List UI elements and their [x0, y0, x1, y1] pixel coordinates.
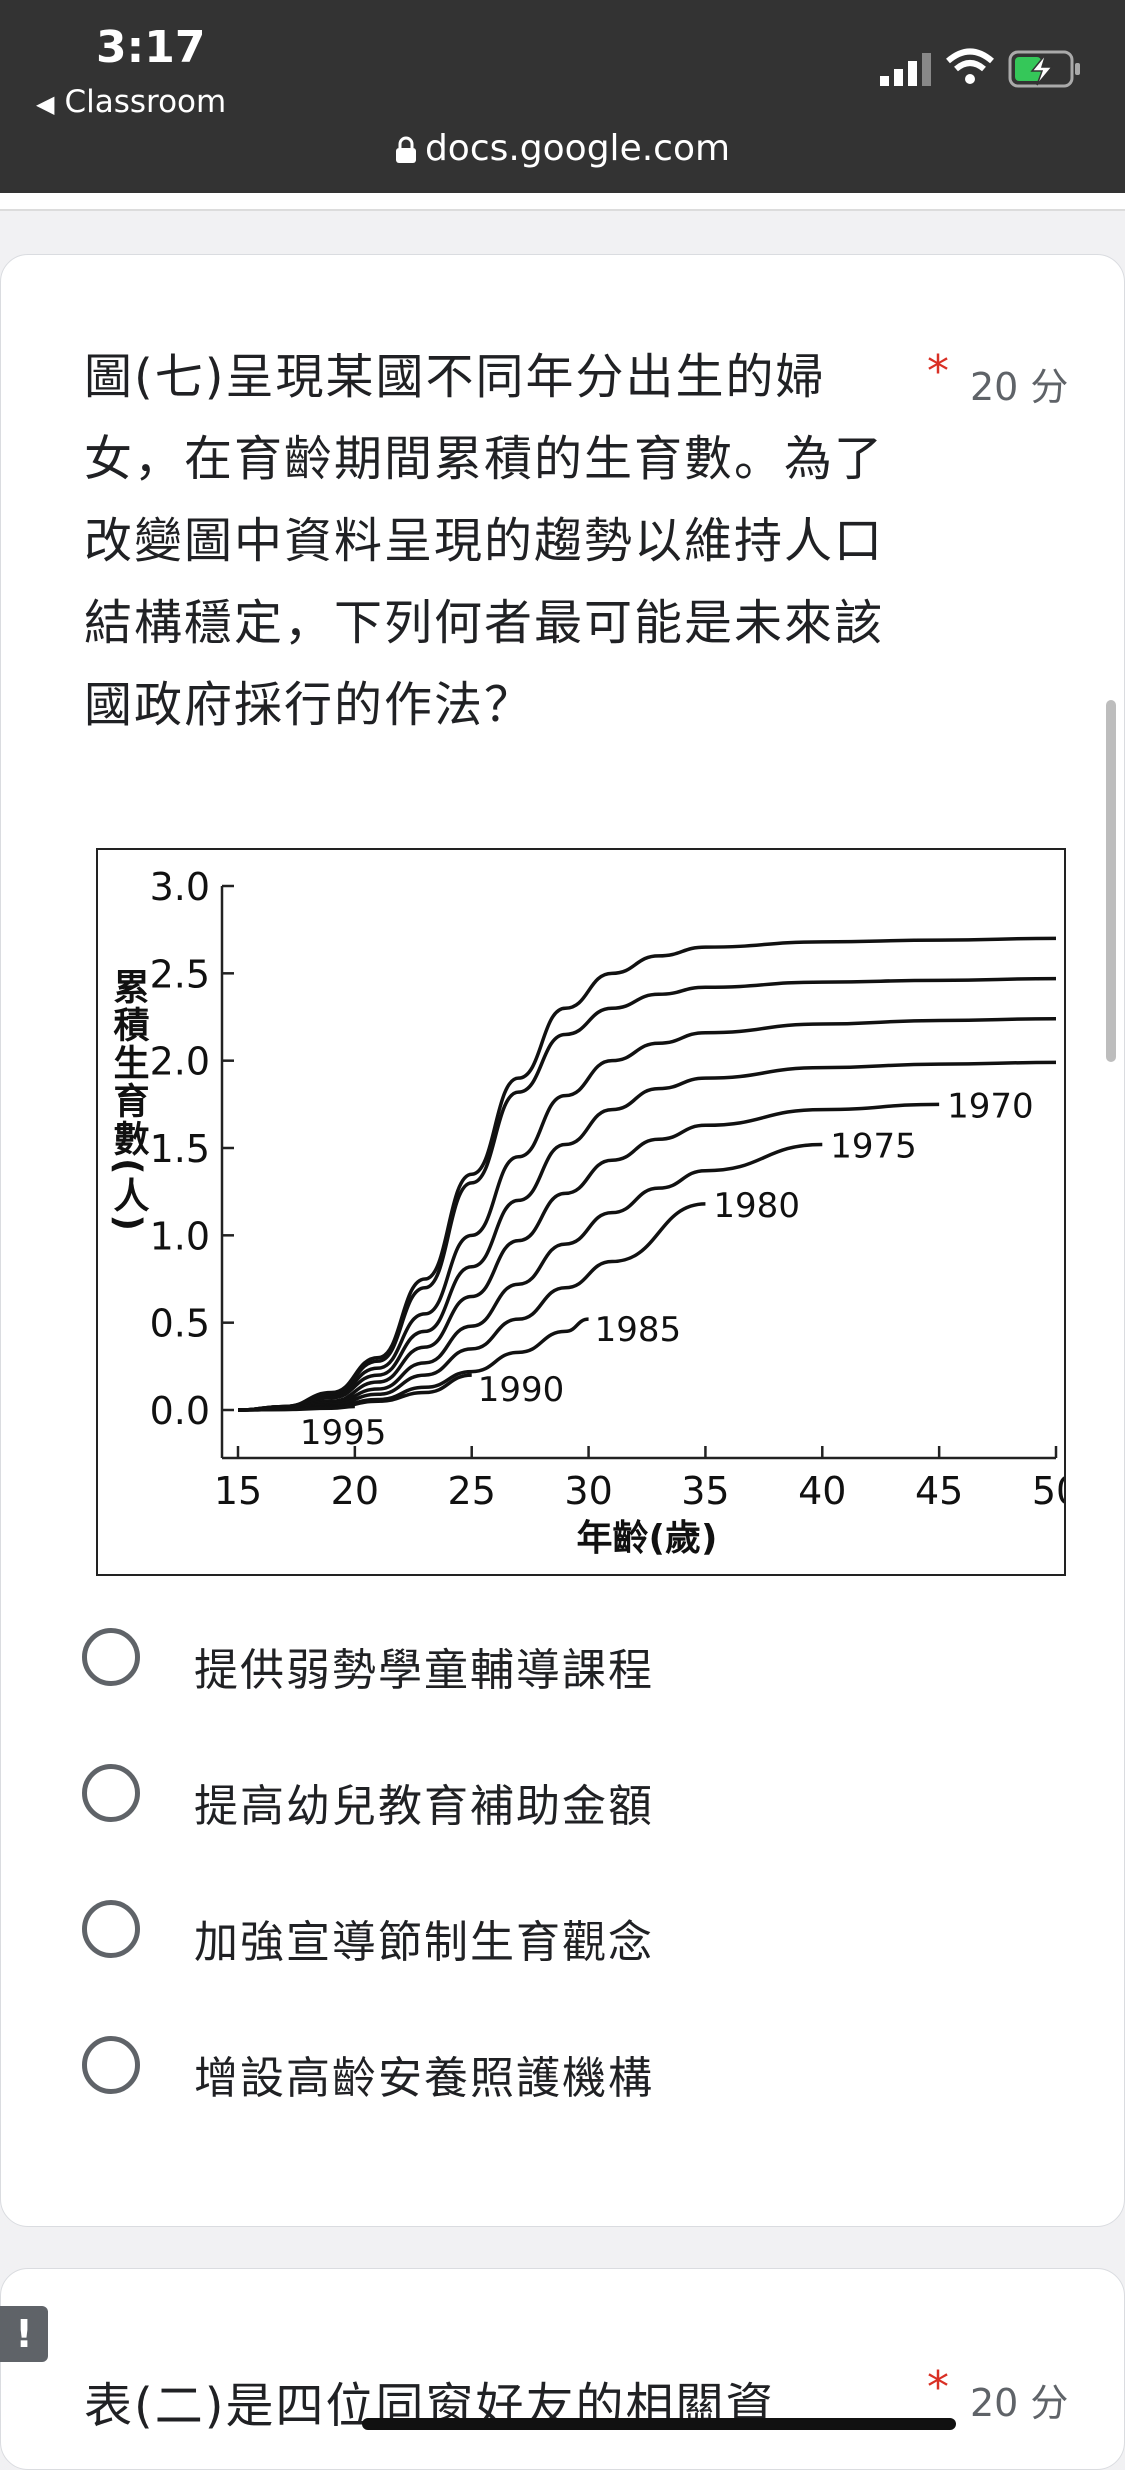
points-label: 20 分 [970, 2381, 1069, 2425]
series-line-1970 [237, 1102, 940, 1412]
series-label-1985: 1985 [595, 1310, 682, 1350]
series-line-1955 [237, 976, 1057, 1412]
series-label-1980: 1980 [713, 1186, 800, 1226]
x-tick-label: 35 [681, 1469, 729, 1513]
url-bar[interactable]: docs.google.com [0, 128, 1125, 169]
points-label: 20 分 [970, 365, 1069, 409]
scrollbar-thumb[interactable] [1106, 700, 1116, 1062]
series-line-1960 [237, 1016, 1057, 1412]
option-1[interactable]: 提供弱勢學童輔導課程 [82, 1628, 982, 1700]
x-tick-label: 45 [915, 1469, 963, 1513]
option-label: 加強宣導節制生育觀念 [194, 1917, 654, 1968]
option-4[interactable]: 增設高齡安養照護機構 [82, 2036, 982, 2108]
chart-figure: 0.0 0.5 1.0 1.5 2.0 2.5 3.0 15 20 25 30 35 40 45 50 年齡(… [96, 848, 1125, 1576]
radio-button[interactable] [82, 1628, 140, 1686]
radio-button[interactable] [82, 1764, 140, 1822]
alert-icon[interactable]: ! [0, 2306, 48, 2362]
option-label: 提高幼兒教育補助金額 [194, 1781, 654, 1832]
series-label-1975: 1975 [830, 1127, 917, 1167]
home-indicator[interactable] [362, 2418, 956, 2430]
wifi-icon [946, 48, 994, 84]
y-axis-label: 累積生育數(人) [108, 968, 150, 1233]
status-bar: 3:17 ◀ Classroom docs.google.com [0, 0, 1125, 193]
y-tick-label: 2.0 [150, 1040, 210, 1084]
required-mark: * [927, 2362, 949, 2413]
x-tick-label: 30 [564, 1469, 612, 1513]
series-label-1970: 1970 [947, 1086, 1034, 1126]
back-label: Classroom [64, 84, 227, 120]
option-label: 提供弱勢學童輔導課程 [194, 1645, 654, 1696]
cellular-signal-icon [880, 53, 931, 86]
x-tick-label: 50 [1032, 1469, 1064, 1513]
clock: 3:17 [96, 22, 206, 73]
required-mark: * [927, 346, 949, 397]
series-label-1990: 1990 [478, 1370, 565, 1410]
x-tick-label: 15 [214, 1469, 262, 1513]
series-line-1995 [237, 1404, 355, 1412]
option-label: 增設高齡安養照護機構 [194, 2053, 654, 2104]
url-text: docs.google.com [424, 128, 731, 169]
question-text: 圖(七)呈現某國不同年分出生的婦女，在育齡期間累積的生育數。為了改變圖中資料呈現… [84, 349, 885, 733]
y-tick-label: 0.5 [150, 1302, 210, 1346]
x-tick-label: 25 [448, 1469, 496, 1513]
y-tick-label: 1.0 [150, 1214, 210, 1258]
x-tick-label: 40 [798, 1469, 846, 1513]
lock-icon [395, 136, 416, 163]
option-3[interactable]: 加強宣導節制生育觀念 [82, 1900, 982, 1972]
option-2[interactable]: 提高幼兒教育補助金額 [82, 1764, 982, 1836]
series-line-1950 [237, 936, 1057, 1412]
battery-charging-icon [1008, 50, 1080, 88]
fertility-chart: 0.0 0.5 1.0 1.5 2.0 2.5 3.0 15 20 25 30 35 40 45 50 年齡(… [108, 865, 1125, 1559]
series-line-1965 [237, 1060, 1057, 1412]
radio-button[interactable] [82, 1900, 140, 1958]
radio-button[interactable] [82, 2036, 140, 2094]
x-tick-label: 20 [331, 1469, 379, 1513]
y-tick-label: 3.0 [150, 865, 210, 909]
back-to-app-button[interactable]: ◀ Classroom [36, 84, 226, 120]
series-label-1995: 1995 [300, 1413, 387, 1453]
back-arrow-icon: ◀ [36, 90, 55, 118]
y-tick-label: 0.0 [150, 1389, 210, 1433]
x-axis-label: 年齡(歲) [577, 1518, 718, 1559]
y-tick-label: 1.5 [150, 1127, 210, 1171]
previous-card-edge [0, 193, 1125, 211]
y-tick-label: 2.5 [150, 952, 210, 996]
